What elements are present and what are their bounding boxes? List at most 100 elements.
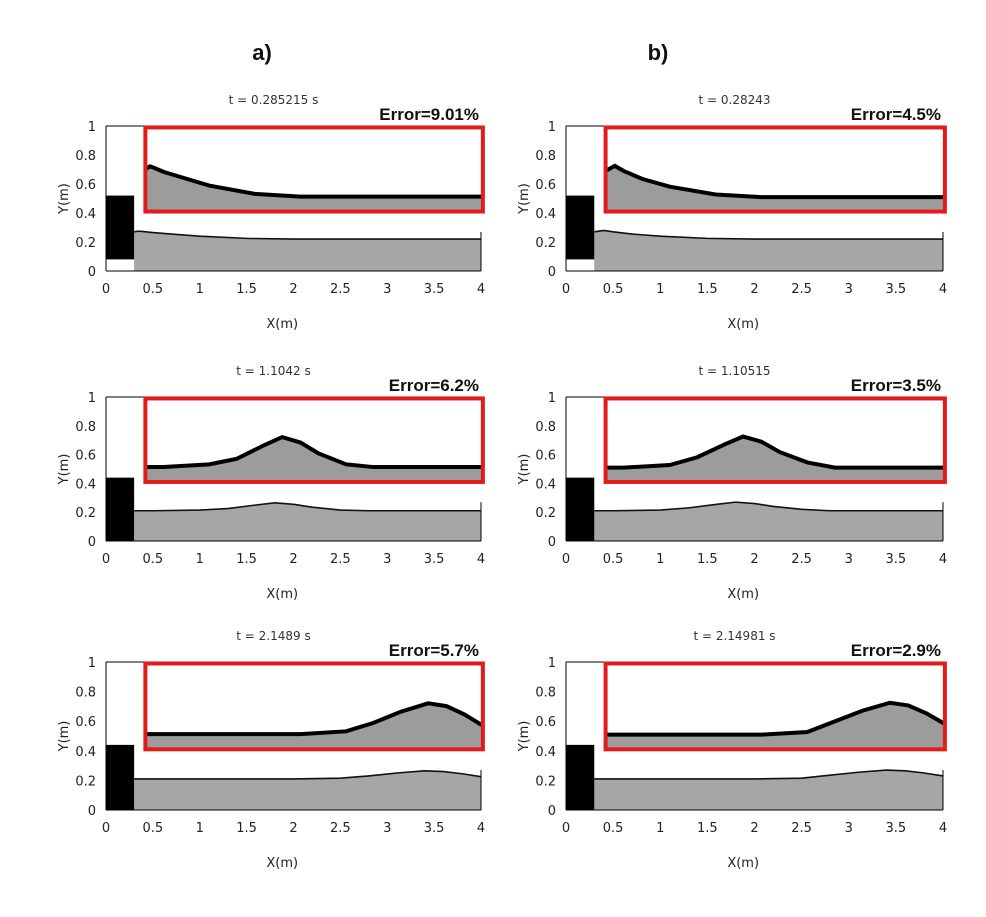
inset-fluid-area [145, 437, 483, 482]
x-tick-label: 3 [383, 821, 391, 836]
zoom-highlight-box [143, 661, 485, 752]
time-label: t = 1.1042 s [236, 364, 310, 378]
inset-surface-line [604, 163, 945, 200]
y-tick-label: 1 [548, 656, 556, 671]
dam-block [566, 195, 595, 260]
dam-block [106, 477, 135, 541]
fluid-area [594, 770, 943, 810]
x-axis-title: X(m) [727, 317, 759, 332]
inset-fluid-area [605, 702, 945, 750]
inset-fluid-area [605, 436, 945, 482]
y-tick-label: 0.2 [75, 236, 96, 251]
fluid-area [134, 231, 481, 271]
y-tick-label: 0.2 [75, 506, 96, 521]
x-tick-label: 1.5 [697, 552, 718, 567]
x-tick-label: 2.5 [330, 282, 351, 297]
x-tick-label: 4 [477, 821, 485, 836]
x-tick-label: 1.5 [236, 552, 257, 567]
panel-6: t = 2.14981 s Error=2.9% 0 0.2 0.4 0.6 0.8 1 0 0.… [517, 629, 947, 871]
error-label: Error=2.9% [851, 641, 941, 660]
y-tick-label: 0.8 [75, 149, 96, 164]
y-tick-label: 0 [548, 265, 556, 280]
x-tick-label: 2.5 [791, 282, 812, 297]
error-label: Error=9.01% [379, 105, 479, 124]
column-label-a: a) [252, 40, 272, 65]
x-tick-label: 3 [845, 552, 853, 567]
x-tick-label: 3 [845, 821, 853, 836]
x-tick-label: 4 [477, 552, 485, 567]
x-tick-label: 0.5 [603, 552, 624, 567]
inset-surface-line [145, 701, 484, 737]
x-tick-label: 2.5 [791, 821, 812, 836]
x-axis-title: X(m) [266, 856, 298, 871]
time-label: t = 0.285215 s [229, 93, 319, 107]
x-tick-label: 3.5 [886, 282, 907, 297]
x-tick-label: 0 [102, 552, 110, 567]
y-tick-label: 0.4 [75, 745, 96, 760]
x-tick-label: 1 [656, 821, 664, 836]
x-tick-label: 2.5 [330, 552, 351, 567]
y-tick-label: 0.4 [75, 477, 96, 492]
y-tick-label: 0.8 [535, 420, 556, 435]
x-axis-title: X(m) [266, 587, 298, 602]
y-axis-title: Y(m) [57, 721, 72, 753]
free-surface-line [134, 769, 482, 780]
y-tick-label: 0.2 [535, 506, 556, 521]
x-tick-label: 1.5 [236, 282, 257, 297]
column-label-b: b) [648, 40, 669, 65]
x-tick-label: 3.5 [424, 552, 445, 567]
x-tick-label: 2 [289, 552, 297, 567]
x-tick-label: 0.5 [603, 821, 624, 836]
x-tick-label: 1.5 [697, 282, 718, 297]
inset-fluid-area [605, 165, 945, 212]
panel-1: t = 0.285215 s Error=9.01% 0 0.2 0.4 0.6 0.8 1 0… [57, 93, 485, 332]
x-tick-label: 0.5 [143, 821, 164, 836]
dam-block [566, 744, 595, 810]
zoom-highlight-box [603, 396, 947, 484]
y-tick-label: 0 [88, 265, 96, 280]
y-tick-label: 0.8 [535, 149, 556, 164]
free-surface-line [594, 769, 944, 780]
x-tick-label: 3 [383, 282, 391, 297]
y-tick-label: 0.8 [535, 686, 556, 701]
fluid-area [134, 502, 481, 541]
x-tick-label: 2 [289, 821, 297, 836]
y-axis-title: Y(m) [57, 183, 72, 215]
x-tick-label: 2 [750, 552, 758, 567]
fluid-area [594, 230, 943, 271]
y-tick-label: 1 [88, 120, 96, 135]
y-tick-label: 0.6 [75, 715, 96, 730]
x-tick-label: 3 [383, 552, 391, 567]
zoom-highlight-box [603, 661, 947, 752]
y-tick-label: 0.8 [75, 420, 96, 435]
x-tick-label: 1 [656, 552, 664, 567]
time-label: t = 1.10515 [698, 364, 770, 378]
x-tick-label: 3.5 [424, 821, 445, 836]
x-tick-label: 0.5 [143, 282, 164, 297]
error-label: Error=6.2% [389, 376, 479, 395]
fluid-area [134, 770, 481, 810]
x-tick-label: 1 [196, 821, 204, 836]
x-tick-label: 2.5 [330, 821, 351, 836]
dam-block [566, 477, 595, 541]
panel-5: t = 2.1489 s Error=5.7% 0 0.2 0.4 0.6 0.8 1 0 0.5… [57, 629, 485, 871]
x-tick-label: 3.5 [886, 552, 907, 567]
x-tick-label: 1.5 [697, 821, 718, 836]
x-tick-label: 3.5 [886, 821, 907, 836]
error-label: Error=3.5% [851, 376, 941, 395]
inset-surface-line [145, 434, 483, 470]
x-axis-title: X(m) [727, 587, 759, 602]
time-label: t = 2.14981 s [693, 629, 775, 643]
x-axis-title: X(m) [266, 317, 298, 332]
error-label: Error=4.5% [851, 105, 941, 124]
y-tick-label: 0.6 [535, 178, 556, 193]
x-tick-label: 0.5 [603, 282, 624, 297]
x-tick-label: 0 [562, 282, 570, 297]
x-tick-label: 2 [289, 282, 297, 297]
y-tick-label: 1 [548, 120, 556, 135]
y-tick-label: 0.6 [535, 715, 556, 730]
x-tick-label: 4 [939, 282, 947, 297]
y-tick-label: 0.8 [75, 686, 96, 701]
x-tick-label: 4 [939, 552, 947, 567]
y-tick-label: 0.6 [75, 449, 96, 464]
